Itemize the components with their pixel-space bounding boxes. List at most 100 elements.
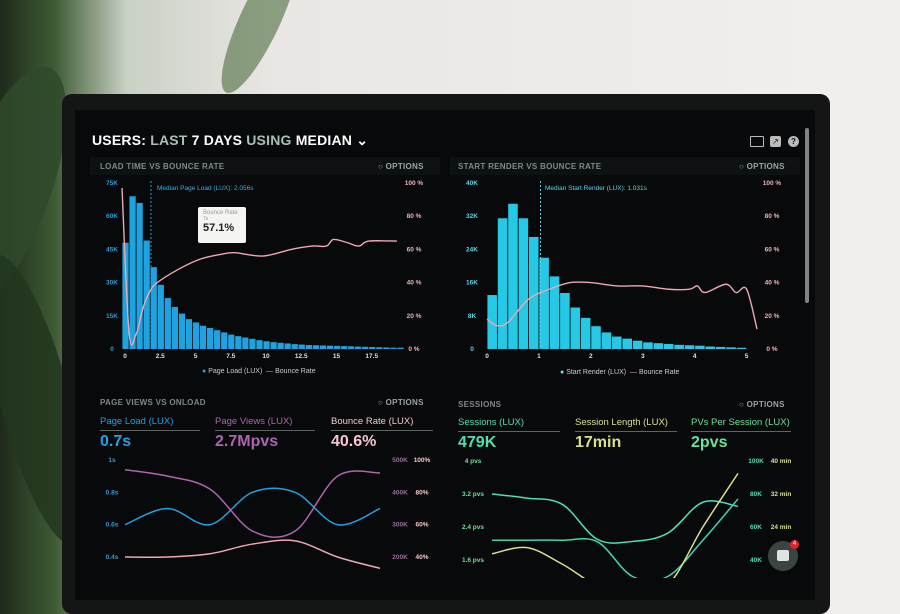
help-icon[interactable]: ? <box>788 136 799 147</box>
load-bar <box>277 342 284 349</box>
render-bar <box>580 317 591 349</box>
panel-load-header <box>90 157 440 175</box>
load-bar <box>185 319 193 349</box>
metric-label-page-load: Page Load (LUX) <box>100 416 174 427</box>
sessions-series-line <box>491 472 739 578</box>
load-y-left-tick: 30K <box>106 280 118 287</box>
load-x-tick: 17.5 <box>365 353 378 360</box>
legend-render: ● Start Render (LUX) — Bounce Rate <box>560 369 679 376</box>
render-bounce-rate-line <box>486 281 758 330</box>
render-x-tick: 0 <box>485 353 489 360</box>
load-bar <box>397 347 404 349</box>
load-y-right-tick: 20 % <box>407 313 422 320</box>
legend-dot-icon: ● <box>560 369 565 376</box>
title-aggregation[interactable]: MEDIAN <box>295 132 353 148</box>
sessions-y-right-tick: 100K <box>748 458 764 465</box>
panel-render-header <box>450 157 800 175</box>
render-bar <box>518 218 529 349</box>
render-x-tick: 2 <box>589 353 593 360</box>
pageviews-y-left-tick: 0.4s <box>106 554 119 561</box>
metric-label-pvs-per-session: PVs Per Session (LUX) <box>691 417 790 428</box>
pageviews-y-right-tick: 200K <box>392 554 408 561</box>
render-bar <box>705 346 716 349</box>
render-y-right-tick: 0 % <box>766 346 777 353</box>
legend-line-icon: — <box>630 369 637 376</box>
render-bar <box>497 218 508 349</box>
render-x-tick: 5 <box>745 353 749 360</box>
median-start-render-annotation: Median Start Render (LUX): 1.031s <box>545 185 647 192</box>
metric-label-session-length: Session Length (LUX) <box>575 417 668 428</box>
load-bar <box>178 313 186 349</box>
load-bar <box>326 345 334 349</box>
panel-sessions-title: SESSIONS <box>458 400 502 409</box>
render-y-left-tick: 24K <box>466 246 478 253</box>
load-y-left-tick: 75K <box>106 180 118 187</box>
sessions-y-left-tick: 4 pvs <box>465 458 482 465</box>
metric-value-page-load: 0.7s <box>100 433 132 450</box>
pageviews-y-right-tick: 40% <box>415 554 428 561</box>
render-y-right-tick: 40 % <box>765 280 780 287</box>
load-x-tick: 0 <box>123 353 127 360</box>
pageviews-y-right-tick: 400K <box>392 489 408 496</box>
panel-pageviews-title: PAGE VIEWS VS ONLOAD <box>100 398 206 407</box>
render-y-left-tick: 8K <box>468 313 477 320</box>
load-x-tick: 10 <box>262 353 270 360</box>
render-bar <box>560 292 570 349</box>
title-users: USERS: <box>92 132 147 148</box>
pageviews-series-line <box>124 539 381 570</box>
pageviews-series-line <box>124 487 381 526</box>
render-bar <box>695 345 705 349</box>
panel-sessions-options[interactable]: ○ OPTIONS <box>739 400 785 409</box>
legend-load: ● Page Load (LUX) — Bounce Rate <box>202 368 316 375</box>
sessions-y-right-tick: 32 min <box>771 491 792 498</box>
metric-value-page-views: 2.7Mpvs <box>215 433 279 450</box>
legend-bounce-rate[interactable]: Bounce Rate <box>275 368 316 375</box>
load-bar <box>150 267 157 349</box>
render-bar <box>684 345 695 349</box>
panel-load-options[interactable]: ○ OPTIONS <box>378 162 424 171</box>
bounce-rate-tooltip: Bounce Rate 7s 57.1% <box>198 207 246 243</box>
load-bar <box>362 346 369 349</box>
panel-render-options[interactable]: ○ OPTIONS <box>739 162 785 171</box>
pageviews-y-right-tick: 300K <box>392 522 408 529</box>
render-x-tick: 4 <box>693 353 697 360</box>
monitor-icon[interactable] <box>750 136 764 147</box>
load-y-left-tick: 15K <box>106 313 118 320</box>
load-bar <box>319 345 327 349</box>
render-x-tick: 3 <box>641 353 645 360</box>
dashboard-title[interactable]: USERS: LAST 7 DAYS USING MEDIAN ⌄ <box>92 132 368 149</box>
render-bar <box>601 332 612 349</box>
title-last: LAST <box>150 132 188 148</box>
panel-pageviews-options[interactable]: ○ OPTIONS <box>378 398 424 407</box>
load-y-right-tick: 0 % <box>408 346 419 353</box>
options-label: OPTIONS <box>746 162 785 171</box>
render-bar <box>643 342 653 349</box>
options-label: OPTIONS <box>385 162 424 171</box>
render-bar <box>591 326 601 349</box>
legend-start-render[interactable]: Start Render (LUX) <box>566 369 627 376</box>
median-page-load-annotation: Median Page Load (LUX): 2.056s <box>157 185 254 192</box>
render-y-right-tick: 20 % <box>765 313 780 320</box>
load-bar <box>284 343 291 349</box>
load-y-right-tick: 60 % <box>407 246 422 253</box>
load-bar <box>291 344 298 349</box>
load-bar <box>383 347 390 349</box>
chevron-down-icon[interactable]: ⌄ <box>356 132 369 148</box>
tooltip-value: 57.1% <box>203 222 235 234</box>
scrollbar[interactable] <box>805 128 809 303</box>
render-y-left-tick: 0 <box>470 346 474 353</box>
metric-value-sessions: 479K <box>458 434 497 451</box>
metric-value-pvs-per-session: 2pvs <box>691 434 728 451</box>
load-bar <box>256 340 263 349</box>
legend-page-load[interactable]: Page Load (LUX) <box>208 368 263 375</box>
load-bar <box>122 242 129 349</box>
title-range[interactable]: 7 DAYS <box>191 132 243 148</box>
legend-bounce-rate[interactable]: Bounce Rate <box>638 369 680 376</box>
render-y-left-tick: 40K <box>466 180 478 187</box>
load-bar <box>340 346 348 349</box>
share-icon[interactable]: ↗ <box>770 136 781 147</box>
load-bar <box>369 347 376 349</box>
load-x-tick: 15 <box>333 353 341 360</box>
render-bar <box>622 338 632 349</box>
